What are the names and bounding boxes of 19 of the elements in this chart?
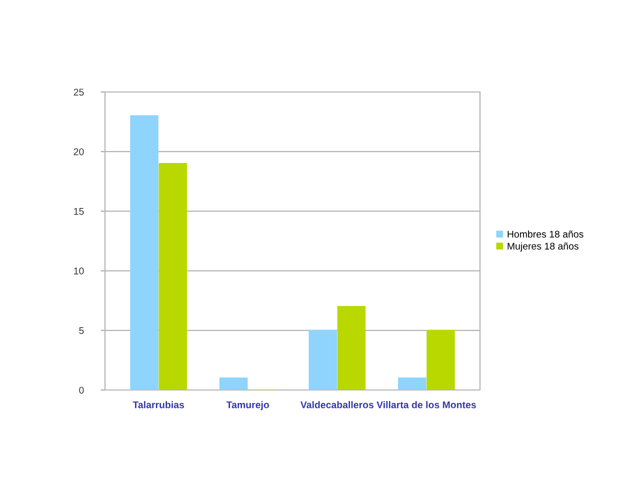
bar	[219, 378, 248, 390]
y-tick-label: 15	[74, 208, 84, 215]
legend-label: Mujeres 18 años	[508, 242, 578, 252]
legend-label: Hombres 18 años	[508, 230, 584, 238]
bar	[337, 306, 366, 390]
bar	[308, 330, 337, 390]
bar	[398, 378, 426, 390]
y-tick-label: 20	[74, 148, 84, 156]
x-tick-label: Valdecaballeros	[300, 401, 374, 408]
y-tick-label: 0	[79, 386, 84, 394]
bar	[158, 162, 187, 390]
bar	[130, 115, 158, 390]
y-tick-label: 10	[74, 268, 84, 274]
x-tick-label: Villarta de los Montes	[376, 401, 476, 408]
y-tick-label: 25	[74, 88, 84, 96]
x-tick-label: Talarrubias	[132, 401, 184, 408]
y-tick-label: 5	[79, 327, 84, 334]
bar	[426, 330, 455, 390]
x-tick-label: Tamurejo	[226, 401, 269, 410]
